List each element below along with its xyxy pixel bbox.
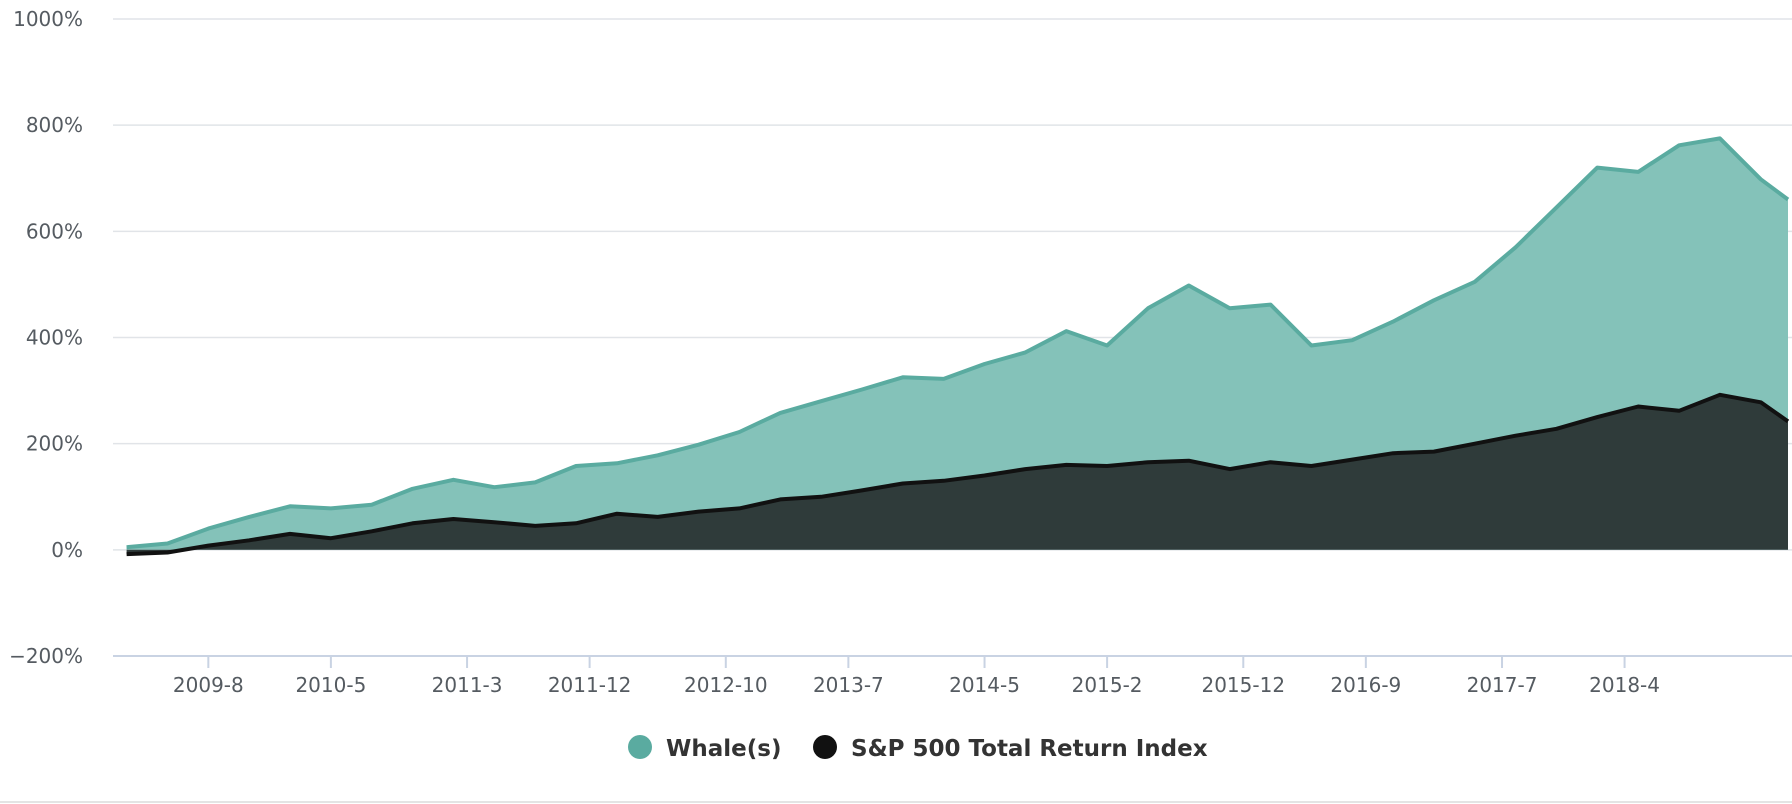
legend-label: Whale(s) (666, 736, 781, 762)
legend-label: S&P 500 Total Return Index (851, 736, 1208, 762)
y-tick-label: 600% (26, 219, 83, 243)
series-areas (126, 136, 1790, 557)
y-axis-labels: 1000% 800% 600% 400% 200% 0% −200% (9, 7, 83, 668)
y-tick-label: 400% (26, 326, 83, 350)
y-tick-label: 1000% (13, 7, 83, 31)
x-tick-label: 2015-12 (1201, 673, 1285, 697)
x-tick-label: 2018-4 (1589, 673, 1660, 697)
x-tick-label: 2017-7 (1467, 673, 1538, 697)
y-tick-label: −200% (9, 644, 83, 668)
x-tick-label: 2012-10 (684, 673, 768, 697)
legend-item-s-p-500-total-return-index[interactable]: S&P 500 Total Return Index (813, 735, 1208, 762)
x-tick-label: 2009-8 (173, 673, 244, 697)
x-tick-label: 2015-2 (1072, 673, 1143, 697)
line-s-p-500-total-return-index (126, 392, 1790, 557)
line-whale-s (126, 136, 1790, 550)
area-s-p-500-total-return-index (126, 394, 1789, 555)
x-tick-label: 2016-9 (1330, 673, 1401, 697)
legend[interactable]: Whale(s) S&P 500 Total Return Index (628, 735, 1208, 762)
y-tick-label: 800% (26, 113, 83, 137)
x-axis-labels: 2009-8 2010-5 2011-3 2011-12 2012-10 2013-7 20… (173, 673, 1660, 697)
legend-marker (813, 735, 837, 759)
y-tick-label: 200% (26, 432, 83, 456)
x-tick-label: 2011-12 (548, 673, 632, 697)
x-axis (0, 655, 1792, 803)
x-tick-label: 2010-5 (295, 673, 366, 697)
x-tick-label: 2014-5 (949, 673, 1020, 697)
y-tick-label: 0% (51, 538, 83, 562)
x-tick-label: 2013-7 (813, 673, 884, 697)
legend-marker (628, 735, 652, 759)
area-whale-s (126, 138, 1789, 550)
x-tick-label: 2011-3 (432, 673, 503, 697)
legend-item-whale-s[interactable]: Whale(s) (628, 735, 781, 762)
